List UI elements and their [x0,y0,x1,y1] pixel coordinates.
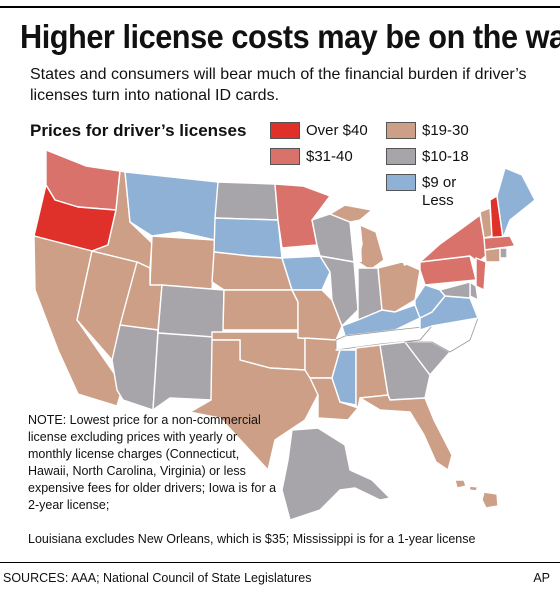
state-south-dakota [213,217,283,259]
state-missouri [291,289,343,341]
state-texas [189,339,319,471]
legend-label: $10-18 [422,148,469,165]
legend-label: Over $40 [306,122,368,139]
legend-title: Prices for driver’s licenses [30,121,247,140]
state-massachusetts [483,235,516,251]
legend-label: $31-40 [306,148,353,165]
map-note-continued: Louisiana excludes New Orleans, which is… [28,532,476,546]
state-new-york [419,214,488,263]
state-hawaii-1 [454,479,467,489]
legend-item-over-40: Over $40 [270,122,368,140]
subtitle: States and consumers will bear much of t… [30,66,527,104]
state-maryland [439,281,471,299]
legend-label: $19-30 [422,122,469,139]
legend-item-9-or-less: $9 or Less [386,174,462,210]
state-michigan-up [329,204,373,223]
state-alaska [281,427,391,521]
state-florida [359,394,453,471]
sources: SOURCES: AAA; National Council of State … [3,571,312,585]
legend-swatch [270,148,300,165]
state-west-virginia [414,284,446,319]
state-rhode-island [499,247,508,259]
legend-swatch [386,174,416,191]
state-north-dakota [214,181,279,221]
legend-swatch [386,122,416,139]
legend-swatch [386,148,416,165]
legend-item-19-30: $19-30 [386,122,469,140]
legend-label: $9 or Less [422,174,457,209]
state-connecticut [484,247,501,263]
state-new-mexico [152,332,215,411]
state-ohio [377,261,421,313]
state-maine [496,167,536,239]
legend-swatch [270,122,300,139]
state-nebraska [211,251,293,291]
bottom-rule [0,562,560,563]
state-michigan [357,224,385,271]
state-wyoming [149,235,216,291]
page-title: Higher license costs may be on the way [20,18,560,55]
state-kansas [222,289,299,331]
lake-erie [402,250,428,266]
state-iowa [281,255,331,291]
map-note: NOTE: Lowest price for a non-commercial … [28,413,277,512]
state-hawaii-2 [468,485,479,492]
state-new-jersey [475,257,487,291]
legend-item-10-18: $10-18 [386,148,469,166]
lake-michigan [352,222,362,262]
state-hawaii-3 [481,491,499,509]
state-colorado [157,284,225,339]
legend-item-31-40: $31-40 [270,148,353,166]
state-arizona [111,324,159,411]
top-rule [0,6,560,8]
credit: AP [533,571,550,585]
